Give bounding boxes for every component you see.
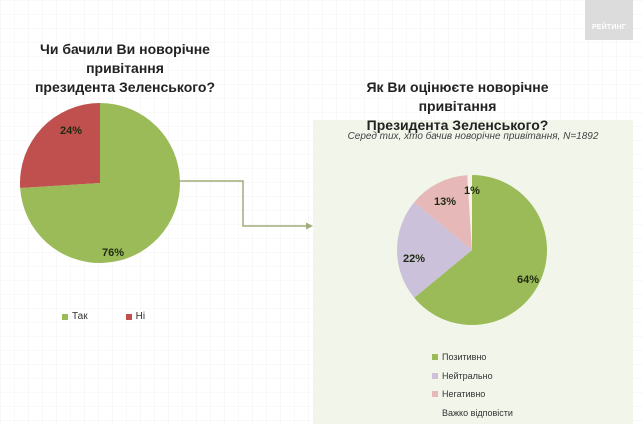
legend-label-no: Ні: [135, 311, 146, 322]
legend-swatch-hard-to-say: [432, 410, 438, 416]
pie-slice-no: [20, 103, 100, 189]
pie-slice-positive: [414, 175, 547, 325]
legend-item-no: Ні: [125, 311, 146, 322]
legend-item-positive: Позитивно: [432, 348, 513, 367]
left-legend: Так Ні: [62, 311, 145, 322]
right-title-line1: Як Ви оцінюєте новорічне привітання: [366, 79, 549, 114]
legend-item-yes: Так: [62, 311, 88, 322]
pie-slice-hard-to-say: [467, 175, 472, 250]
legend-swatch-negative: [432, 391, 438, 398]
label-no: 24%: [60, 125, 82, 137]
left-chart-title: Чи бачили Ви новорічне привітання презид…: [0, 40, 250, 97]
pie-slice-yes: [20, 103, 181, 263]
legend-swatch-positive: [432, 354, 438, 361]
legend-label-hard-to-say: Важко відповісти: [442, 407, 513, 418]
left-pie: 24% 76%: [20, 103, 181, 263]
left-title-line1: Чи бачили Ви новорічне привітання: [40, 41, 210, 76]
legend-swatch-no: [125, 313, 132, 320]
pie-slice-negative: [414, 175, 472, 250]
arrowhead-icon: [306, 222, 313, 230]
rating-logo: РЕЙТИНГ: [585, 0, 633, 40]
legend-label-yes: Так: [72, 311, 88, 322]
connector-arrow: [180, 180, 313, 230]
legend-item-neutral: Нейтрально: [432, 367, 513, 386]
legend-label-neutral: Нейтрально: [442, 370, 493, 381]
pie-slice-neutral: [396, 202, 472, 298]
label-neutral: 22%: [403, 253, 425, 265]
label-yes: 76%: [102, 247, 124, 259]
label-hard-to-say: 1%: [464, 185, 480, 197]
right-pie: 64% 22% 13% 1%: [396, 175, 547, 325]
legend-label-positive: Позитивно: [442, 352, 487, 363]
logo-text: РЕЙТИНГ: [591, 24, 627, 31]
right-chart-subtitle: Серед тих, хто бачив новорічне привітанн…: [347, 131, 599, 142]
legend-swatch-neutral: [432, 372, 438, 379]
legend-label-negative: Негативно: [442, 389, 486, 400]
legend-item-negative: Негативно: [432, 385, 513, 404]
legend-swatch-yes: [62, 313, 68, 320]
left-title-line2: президента Зеленського?: [34, 79, 216, 95]
right-legend: Позитивно Нейтрально Негативно Важко від…: [432, 348, 513, 422]
legend-item-hard-to-say: Важко відповісти: [432, 404, 513, 423]
right-title-line2: Президента Зеленського?: [366, 117, 549, 133]
right-chart-title: Як Ви оцінюєте новорічне привітання През…: [335, 78, 580, 135]
label-negative: 13%: [434, 196, 456, 208]
label-positive: 64%: [517, 274, 539, 286]
